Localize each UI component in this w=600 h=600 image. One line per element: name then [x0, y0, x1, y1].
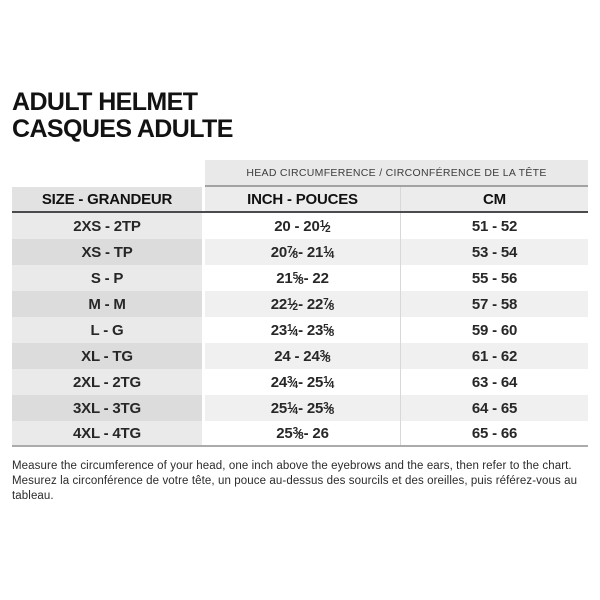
table-row: 3XL - 3TG 25 1⁄4 - 25 3⁄8 64 - 65: [12, 395, 588, 421]
column-header-row: SIZE - GRANDEUR INCH - POUCES CM: [12, 187, 588, 213]
page-title: ADULT HELMET CASQUES ADULTE: [12, 89, 588, 143]
table-row: 4XL - 4TG 25 3⁄8 - 26 65 - 66: [12, 421, 588, 447]
size-cell: M - M: [12, 291, 205, 317]
page-title-en: ADULT HELMET: [12, 88, 198, 116]
inch-range-cell: 24 - 24 3⁄8: [205, 343, 401, 369]
inch-range-cell: 21 5⁄8 - 22: [205, 265, 401, 291]
table-row: 2XS - 2TP 20 - 20 1⁄2 51 - 52: [12, 213, 588, 239]
table-row: XL - TG 24 - 24 3⁄8 61 - 62: [12, 343, 588, 369]
cm-range-cell: 55 - 56: [401, 265, 588, 291]
cm-range-cell: 61 - 62: [401, 343, 588, 369]
cm-range-cell: 53 - 54: [401, 239, 588, 265]
table-row: 2XL - 2TG 24 3⁄4 - 25 1⁄4 63 - 64: [12, 369, 588, 395]
size-cell: XS - TP: [12, 239, 205, 265]
span-header-spacer: [12, 160, 205, 187]
size-cell: L - G: [12, 317, 205, 343]
size-cell: 2XL - 2TG: [12, 369, 205, 395]
size-cell: XL - TG: [12, 343, 205, 369]
inch-range-cell: 25 1⁄4 - 25 3⁄8: [205, 395, 401, 421]
size-cell: 2XS - 2TP: [12, 213, 205, 239]
page-title-fr: CASQUES ADULTE: [12, 115, 233, 143]
inch-range-cell: 24 3⁄4 - 25 1⁄4: [205, 369, 401, 395]
column-header-inch: INCH - POUCES: [205, 187, 401, 211]
cm-range-cell: 65 - 66: [401, 421, 588, 445]
table-body: 2XS - 2TP 20 - 20 1⁄2 51 - 52 XS - TP 20…: [12, 213, 588, 447]
cm-range-cell: 64 - 65: [401, 395, 588, 421]
table-row: L - G 23 1⁄4 - 23 5⁄8 59 - 60: [12, 317, 588, 343]
table-row: XS - TP 20 7⁄8 - 21 1⁄4 53 - 54: [12, 239, 588, 265]
column-header-size: SIZE - GRANDEUR: [12, 187, 205, 211]
size-cell: 4XL - 4TG: [12, 421, 205, 445]
span-header-row: HEAD CIRCUMFERENCE / CIRCONFÉRENCE DE LA…: [12, 160, 588, 187]
cm-range-cell: 59 - 60: [401, 317, 588, 343]
measure-instructions-en: Measure the circumference of your head, …: [12, 460, 572, 472]
inch-range-cell: 25 3⁄8 - 26: [205, 421, 401, 445]
size-chart-page: ADULT HELMET CASQUES ADULTE HEAD CIRCUMF…: [12, 89, 588, 504]
size-cell: 3XL - 3TG: [12, 395, 205, 421]
table-row: M - M 22 1⁄2 - 22 7⁄8 57 - 58: [12, 291, 588, 317]
inch-range-cell: 20 7⁄8 - 21 1⁄4: [205, 239, 401, 265]
cm-range-cell: 63 - 64: [401, 369, 588, 395]
column-header-cm: CM: [401, 187, 588, 211]
size-chart-table: HEAD CIRCUMFERENCE / CIRCONFÉRENCE DE LA…: [12, 160, 588, 447]
cm-range-cell: 57 - 58: [401, 291, 588, 317]
size-cell: S - P: [12, 265, 205, 291]
measure-instructions: Measure the circumference of your head, …: [12, 459, 588, 504]
cm-range-cell: 51 - 52: [401, 213, 588, 239]
table-row: S - P 21 5⁄8 - 22 55 - 56: [12, 265, 588, 291]
inch-range-cell: 20 - 20 1⁄2: [205, 213, 401, 239]
inch-range-cell: 22 1⁄2 - 22 7⁄8: [205, 291, 401, 317]
measure-instructions-fr: Mesurez la circonférence de votre tête, …: [12, 475, 578, 502]
inch-range-cell: 23 1⁄4 - 23 5⁄8: [205, 317, 401, 343]
span-header-head-circumference: HEAD CIRCUMFERENCE / CIRCONFÉRENCE DE LA…: [205, 160, 588, 187]
